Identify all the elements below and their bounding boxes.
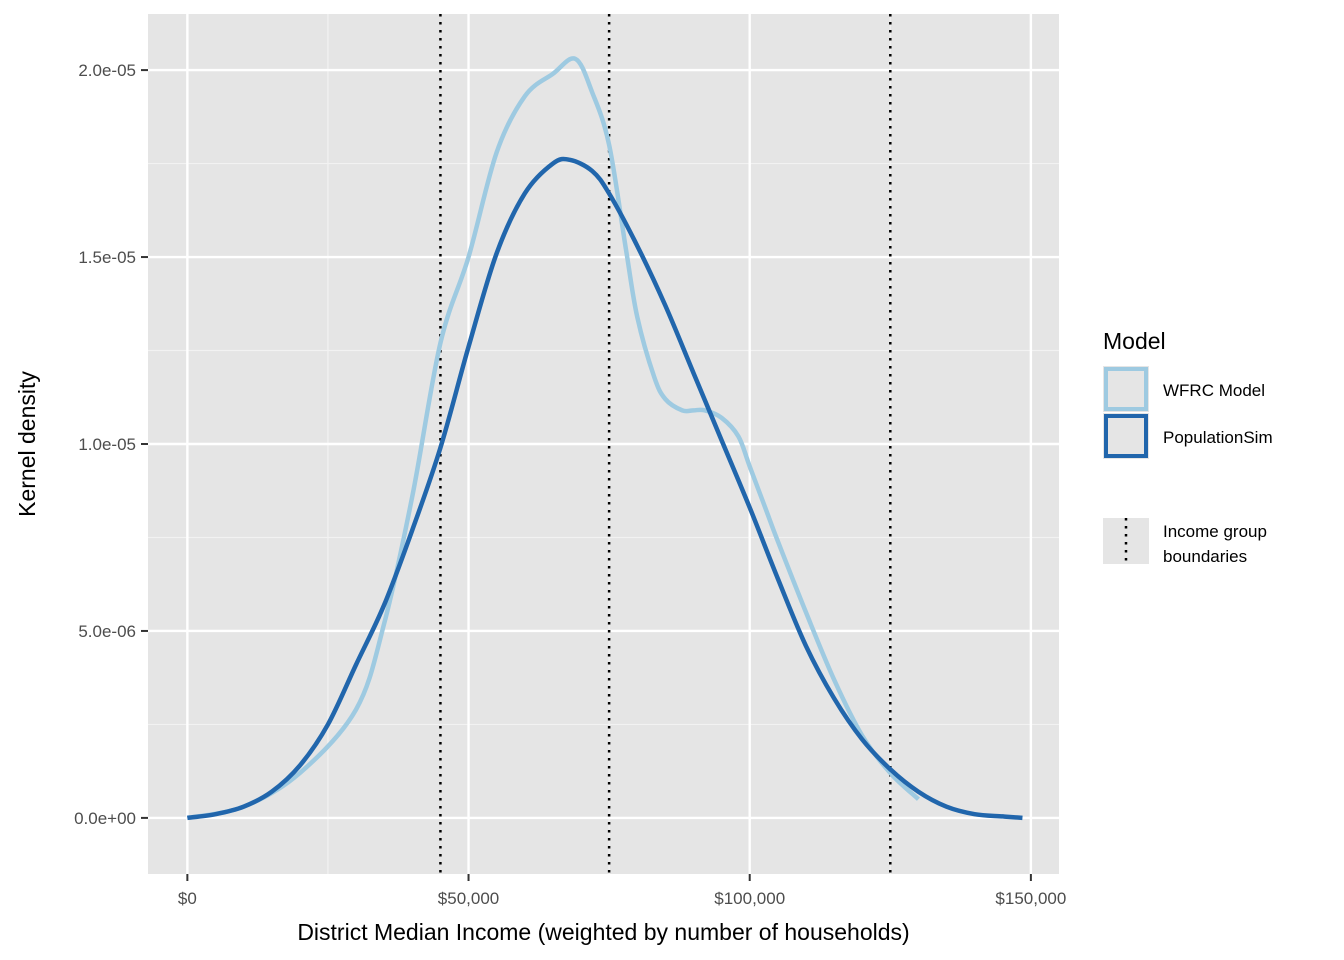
legend-key-income-group-boundaries — [1103, 518, 1149, 564]
y-tick-label: 1.0e-05 — [78, 435, 136, 454]
legend-label-income-group-line-1: Income group — [1163, 522, 1267, 541]
y-tick-label: 2.0e-05 — [78, 61, 136, 80]
legend-label-populationsim: PopulationSim — [1163, 428, 1273, 447]
y-tick-label: 0.0e+00 — [74, 809, 136, 828]
x-tick-label: $150,000 — [995, 889, 1066, 908]
major-gridlines — [148, 14, 1059, 874]
legend-label-wfrc-model: WFRC Model — [1163, 381, 1265, 400]
x-tick-label: $100,000 — [714, 889, 785, 908]
x-tick-label: $50,000 — [438, 889, 499, 908]
y-tick-label: 5.0e-06 — [78, 622, 136, 641]
x-axis-title: District Median Income (weighted by numb… — [297, 919, 909, 945]
legend-swatch-populationsim — [1104, 414, 1148, 458]
populationsim-density-line — [187, 156, 1023, 821]
density-series — [186, 56, 1023, 821]
legend-label-income-group-line-2: boundaries — [1163, 547, 1247, 566]
y-axis-title: Kernel density — [14, 371, 40, 517]
y-tick-label: 1.5e-05 — [78, 248, 136, 267]
legend-title: Model — [1103, 328, 1166, 354]
legend: Model WFRC Model PopulationSim Income gr… — [1103, 328, 1273, 566]
legend-swatch-wfrc-model — [1104, 367, 1148, 411]
axis-ticks: $0 $50,000 $100,000 $150,000 0.0e+00 5.0e-06 1… — [74, 61, 1066, 908]
wfrc-model-density-line — [186, 56, 920, 821]
x-tick-label: $0 — [178, 889, 197, 908]
